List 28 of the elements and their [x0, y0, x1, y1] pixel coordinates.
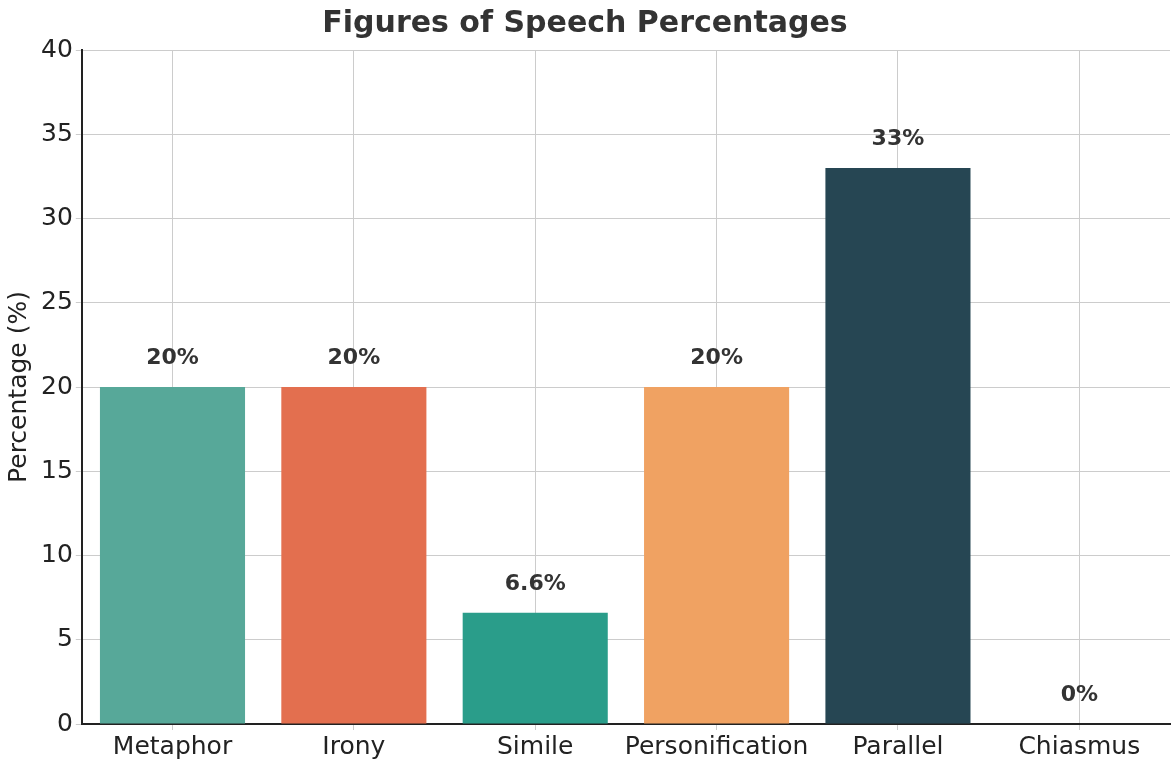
y-axis-title: Percentage (%) [2, 291, 32, 483]
data-label: 33% [871, 124, 925, 150]
x-tick-label: Irony [322, 730, 386, 760]
data-label: 20% [327, 343, 381, 369]
x-tick-label: Parallel [852, 730, 944, 760]
chart-title: Figures of Speech Percentages [322, 3, 848, 39]
y-tick-label: 20 [41, 370, 73, 400]
data-label: 0% [1060, 680, 1098, 706]
bar [462, 612, 608, 724]
y-tick-label: 10 [41, 539, 73, 568]
bar [99, 387, 246, 724]
bar [281, 387, 427, 724]
x-tick-label: Chiasmus [1018, 730, 1141, 760]
x-tick-label: Metaphor [112, 730, 233, 760]
x-tick-label: Simile [497, 730, 574, 760]
bar [825, 167, 971, 724]
y-tick-label: 25 [41, 286, 73, 316]
y-tick-label: 15 [41, 454, 73, 484]
data-label: 6.6% [504, 569, 566, 595]
x-tick-label: Personification [624, 730, 809, 760]
y-tick-label: 30 [41, 202, 73, 231]
data-label: 20% [690, 343, 743, 369]
data-label: 20% [146, 343, 199, 369]
bar [644, 387, 790, 724]
y-tick-label: 40 [41, 33, 73, 63]
y-tick-label: 35 [41, 117, 73, 147]
y-tick-label: 5 [56, 623, 73, 653]
y-tick-label: 0 [56, 707, 73, 737]
